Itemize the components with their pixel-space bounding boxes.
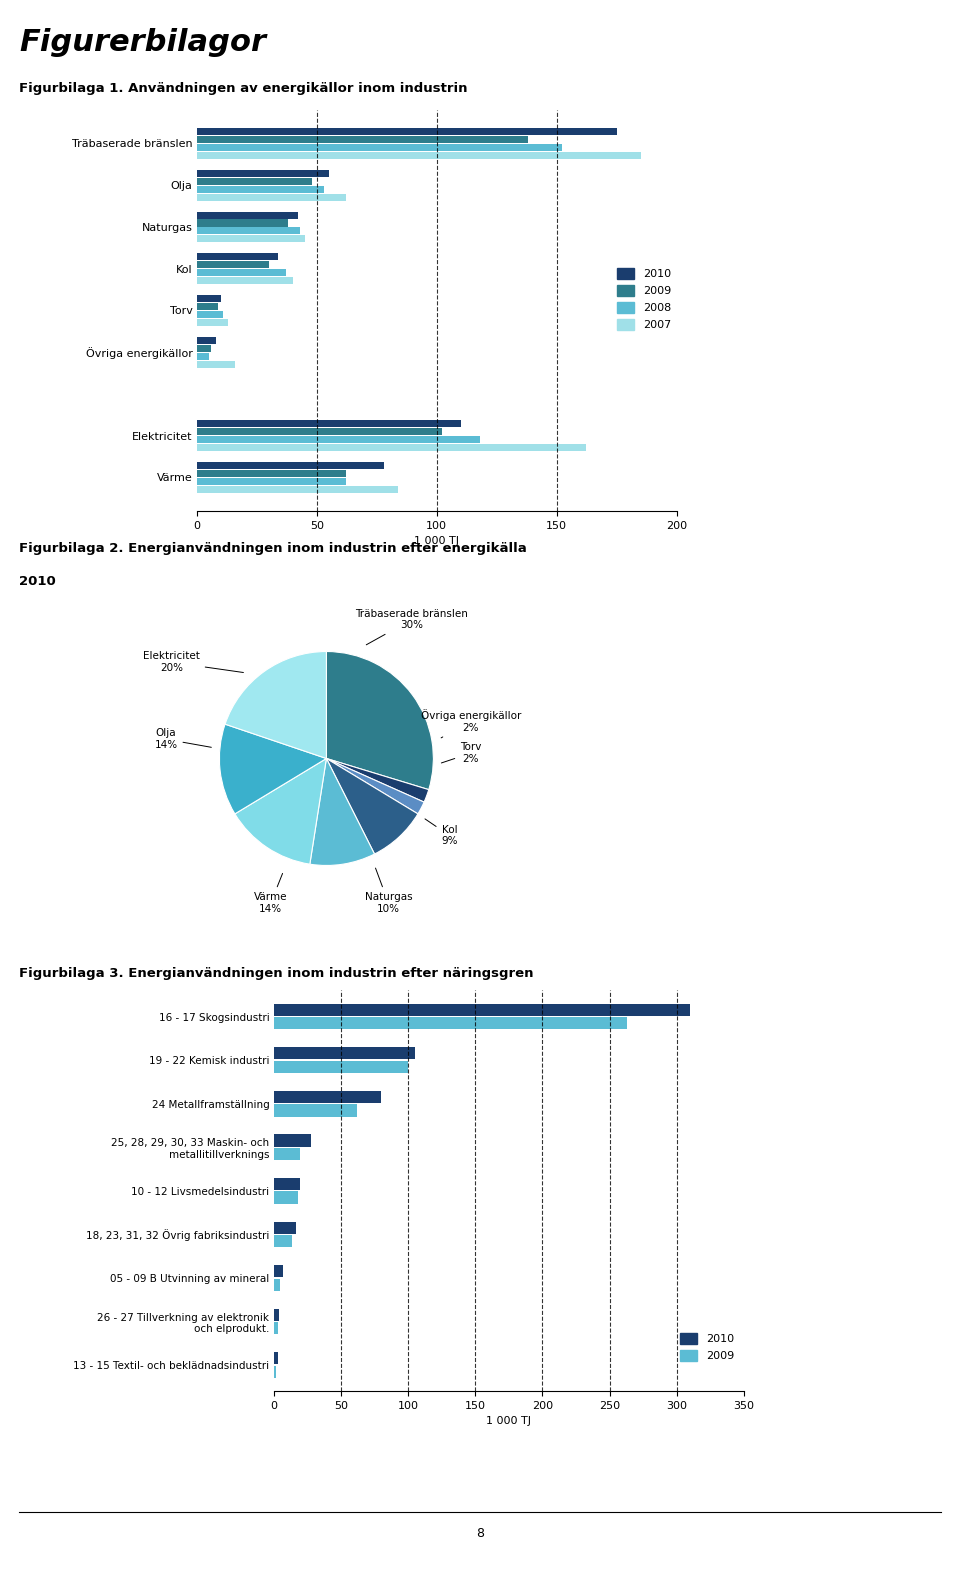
Bar bbox=[274, 1236, 293, 1247]
Text: 8: 8 bbox=[476, 1528, 484, 1541]
Bar bbox=[197, 296, 221, 302]
Bar bbox=[274, 1366, 276, 1379]
Text: 2010: 2010 bbox=[19, 575, 56, 588]
Bar bbox=[197, 420, 461, 428]
Bar bbox=[197, 428, 442, 435]
Bar bbox=[197, 360, 235, 368]
Bar bbox=[274, 1104, 357, 1116]
X-axis label: 1 000 TJ: 1 000 TJ bbox=[487, 1416, 531, 1426]
Bar bbox=[274, 1192, 298, 1204]
Text: Kol
9%: Kol 9% bbox=[425, 819, 458, 846]
Bar bbox=[274, 1091, 381, 1104]
Text: Träbaserade bränslen
30%: Träbaserade bränslen 30% bbox=[355, 608, 468, 645]
Text: Värme
14%: Värme 14% bbox=[254, 874, 287, 913]
X-axis label: 1 000 TJ: 1 000 TJ bbox=[415, 536, 459, 545]
Text: Naturgas
10%: Naturgas 10% bbox=[365, 868, 412, 913]
Bar bbox=[274, 1135, 311, 1146]
Bar bbox=[197, 185, 324, 193]
Text: Figurerbilagor: Figurerbilagor bbox=[19, 28, 266, 57]
Bar bbox=[197, 478, 346, 486]
Wedge shape bbox=[225, 651, 326, 758]
Bar bbox=[274, 1308, 279, 1320]
Bar bbox=[197, 127, 616, 135]
Bar bbox=[197, 336, 216, 344]
Bar bbox=[197, 277, 293, 285]
Wedge shape bbox=[220, 725, 326, 814]
Bar bbox=[274, 1003, 690, 1016]
Bar bbox=[197, 152, 641, 159]
Bar bbox=[197, 253, 278, 261]
Bar bbox=[197, 303, 218, 310]
Wedge shape bbox=[326, 758, 424, 814]
Text: Olja
14%: Olja 14% bbox=[155, 728, 211, 750]
Bar bbox=[197, 443, 586, 451]
Bar bbox=[197, 178, 312, 185]
Bar bbox=[274, 1352, 277, 1364]
Bar bbox=[197, 220, 288, 226]
Bar bbox=[197, 319, 228, 325]
Bar bbox=[197, 352, 208, 360]
Text: Övriga energikällor
2%: Övriga energikällor 2% bbox=[420, 709, 521, 737]
Bar bbox=[274, 1265, 283, 1278]
Bar bbox=[197, 228, 300, 234]
Bar bbox=[274, 1148, 300, 1160]
Bar bbox=[197, 470, 346, 476]
Bar bbox=[274, 1278, 280, 1291]
Bar bbox=[197, 486, 398, 494]
Text: Figurbilaga 2. Energianvändningen inom industrin efter energikälla: Figurbilaga 2. Energianvändningen inom i… bbox=[19, 542, 527, 555]
Bar bbox=[274, 1177, 300, 1190]
Bar bbox=[197, 261, 269, 269]
Bar bbox=[197, 311, 223, 318]
Wedge shape bbox=[326, 758, 429, 802]
Bar bbox=[274, 1047, 415, 1060]
Text: Figurbilaga 1. Användningen av energikällor inom industrin: Figurbilaga 1. Användningen av energikäl… bbox=[19, 82, 468, 94]
Bar bbox=[197, 435, 480, 443]
Bar bbox=[197, 344, 211, 352]
Bar bbox=[274, 1061, 408, 1074]
Bar bbox=[197, 135, 528, 143]
Bar bbox=[197, 170, 328, 176]
Bar bbox=[274, 1017, 627, 1030]
Bar bbox=[197, 462, 384, 468]
Bar bbox=[274, 1322, 277, 1335]
Bar bbox=[197, 269, 286, 277]
Bar bbox=[274, 1221, 297, 1234]
Wedge shape bbox=[326, 758, 418, 854]
Bar bbox=[197, 212, 298, 219]
Legend: 2010, 2009, 2008, 2007: 2010, 2009, 2008, 2007 bbox=[617, 267, 671, 330]
Text: Torv
2%: Torv 2% bbox=[442, 742, 482, 764]
Wedge shape bbox=[310, 758, 374, 866]
Legend: 2010, 2009: 2010, 2009 bbox=[676, 1328, 738, 1366]
Wedge shape bbox=[235, 758, 326, 865]
Bar bbox=[197, 145, 562, 151]
Bar bbox=[197, 193, 346, 201]
Bar bbox=[197, 236, 304, 242]
Text: Elektricitet
20%: Elektricitet 20% bbox=[143, 651, 244, 673]
Wedge shape bbox=[326, 651, 433, 789]
Text: Figurbilaga 3. Energianvändningen inom industrin efter näringsgren: Figurbilaga 3. Energianvändningen inom i… bbox=[19, 967, 534, 979]
